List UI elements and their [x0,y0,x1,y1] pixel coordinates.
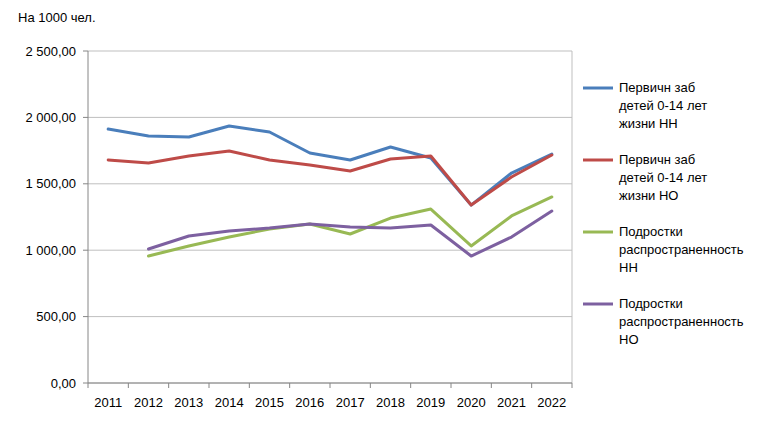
x-tick [572,383,573,388]
x-tick-label: 2019 [416,395,445,410]
x-tick-label: 2013 [174,395,203,410]
legend-label: Подростки распространенность НН [619,224,744,275]
x-tick-label: 2020 [457,395,486,410]
x-tick-label: 2018 [376,395,405,410]
plot-frame [572,51,573,383]
legend-swatch [583,87,613,90]
y-tick-label: 0,00 [51,376,76,391]
x-tick-label: 2011 [94,395,122,410]
legend-line: Первичн заб [619,80,695,95]
legend-line: Подростки [619,296,683,311]
x-tick [289,383,290,388]
legend-line: детей 0-14 лет [619,98,707,113]
y-tick-label: 500,00 [36,309,76,324]
y-tick [83,316,88,317]
grid-line [88,51,572,52]
x-tick [491,383,492,388]
series-line [149,211,552,256]
legend-label: Подростки распространенность НО [619,296,744,347]
grid-line [88,316,572,317]
legend-line: Первичн заб [619,152,695,167]
grid-line [88,250,572,251]
x-tick [531,383,532,388]
y-tick [83,383,88,384]
x-tick [370,383,371,388]
x-tick [249,383,250,388]
x-tick [209,383,210,388]
x-tick-label: 2022 [537,395,566,410]
x-tick [330,383,331,388]
y-tick [83,51,88,52]
y-tick [83,183,88,184]
y-axis-label: На 1000 чел. [18,10,96,25]
plot-area [108,126,552,256]
legend-swatch [583,303,613,306]
legend-swatch [583,231,613,234]
x-tick [451,383,452,388]
chart: На 1000 чел. 0,00 500,00 1 000,00 1 500,00 2 … [0,0,762,435]
x-tick [168,383,169,388]
x-tick-label: 2017 [336,395,365,410]
legend-line: жизни НО [619,188,678,203]
legend-line: распространенность [619,242,744,257]
x-tick [410,383,411,388]
legend-line: жизни НН [619,116,678,131]
y-tick [83,250,88,251]
x-tick-label: 2014 [215,395,244,410]
legend-line: распространенность [619,314,744,329]
y-tick-label: 1 500,00 [25,176,76,191]
y-axis [88,51,89,383]
y-tick-label: 2 500,00 [25,44,76,59]
y-tick-label: 1 000,00 [25,243,76,258]
legend-line: НО [619,332,639,347]
x-tick-label: 2012 [134,395,163,410]
x-tick-label: 2021 [497,395,526,410]
series-line [108,126,552,205]
legend-line: детей 0-14 лет [619,170,707,185]
x-tick-label: 2015 [255,395,284,410]
y-tick [83,117,88,118]
legend-label: Первичн заб детей 0-14 лет жизни НО [619,152,707,203]
x-tick [128,383,129,388]
legend-line: Подростки [619,224,683,239]
grid-line [88,117,572,118]
series-line [108,151,552,205]
series-line [149,197,552,256]
legend-label: Первичн заб детей 0-14 лет жизни НН [619,80,707,131]
y-tick-label: 2 000,00 [25,110,76,125]
legend-line: НН [619,260,638,275]
x-tick [88,383,89,388]
x-tick-label: 2016 [295,395,324,410]
legend-swatch [583,159,613,162]
